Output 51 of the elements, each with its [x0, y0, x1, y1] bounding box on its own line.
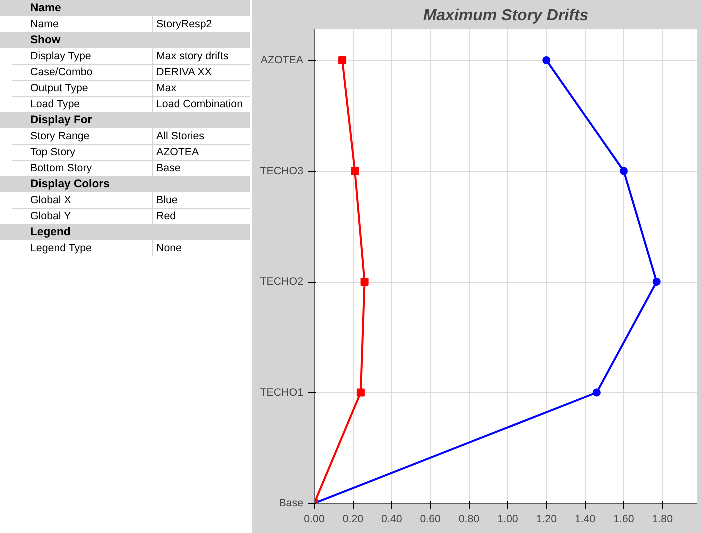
text: Max — [156, 82, 178, 94]
y-tick-label: Base — [279, 498, 304, 510]
text: Name — [30, 2, 62, 14]
x-tick-label: 0.20 — [342, 514, 364, 526]
x-tick-label: 0.80 — [458, 514, 480, 526]
point — [351, 167, 360, 176]
x-tick-label: 1.20 — [536, 514, 558, 526]
point — [542, 56, 551, 64]
x-tick-label: 1.40 — [574, 514, 596, 526]
text: Name — [30, 18, 59, 30]
text: Legend Type — [30, 242, 92, 254]
text: Display Colors — [30, 178, 110, 190]
text: Show — [30, 34, 61, 46]
text: Global Y — [30, 210, 72, 222]
point — [620, 167, 628, 176]
text: AZOTEA — [156, 146, 200, 158]
x-tick-label: 1.00 — [498, 514, 518, 526]
chart-title: Maximum Story Drifts — [423, 8, 589, 24]
x-tick-label: 0.00 — [304, 514, 325, 526]
text: Red — [156, 210, 176, 222]
point — [360, 278, 369, 286]
text: All Stories — [156, 130, 204, 142]
text: StoryResp2 — [156, 18, 212, 30]
text: Blue — [156, 194, 178, 206]
point — [592, 388, 601, 397]
text: Load Combination — [156, 98, 244, 110]
text: DERIVA XX — [156, 66, 212, 78]
point — [652, 278, 661, 286]
text: Case/Combo — [30, 66, 93, 78]
text: Global X — [30, 194, 72, 206]
text: Bottom Story — [30, 162, 93, 174]
text: Max story drifts — [156, 50, 229, 62]
y-tick-label: AZOTEA — [260, 54, 304, 67]
point — [356, 388, 365, 397]
text: None — [156, 242, 182, 254]
y-tick-label: TECHO3 — [260, 165, 304, 178]
x-tick-label: 1.80 — [652, 514, 674, 526]
text: Load Type — [30, 98, 80, 110]
text: Output Type — [30, 82, 88, 94]
text: Story Range — [30, 130, 90, 142]
point — [338, 56, 347, 65]
text: Base — [156, 162, 181, 174]
x-tick-label: 1.60 — [614, 514, 634, 526]
y-tick-label: TECHO2 — [260, 276, 304, 288]
x-tick-label: 0.60 — [420, 514, 442, 526]
y-tick-label: TECHO1 — [260, 386, 304, 399]
text: Display Type — [30, 50, 92, 62]
text: Legend — [30, 226, 71, 238]
text: Display For — [30, 114, 93, 126]
text: Top Story — [30, 146, 76, 158]
x-tick-label: 0.40 — [382, 514, 402, 526]
